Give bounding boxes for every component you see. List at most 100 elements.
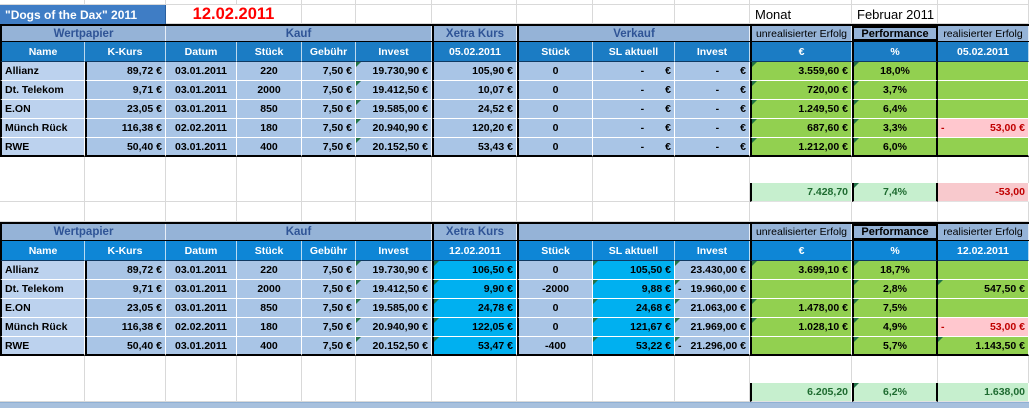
cell-t2-r3-stueck[interactable]: 850 bbox=[237, 299, 302, 318]
empty-cell-gebuehr[interactable] bbox=[302, 183, 356, 202]
header-vinvest-t1[interactable]: Invest bbox=[675, 42, 750, 62]
cell-t2-r1-pct[interactable]: 18,7% bbox=[852, 261, 938, 280]
cell-t1-r2-name[interactable]: Dt. Telekom bbox=[0, 81, 85, 100]
header-name-t1[interactable]: Name bbox=[0, 42, 85, 62]
cell-t2-r1-gebuehr[interactable]: 7,50 € bbox=[302, 261, 356, 280]
band-xetra-t1[interactable]: Xetra Kurs bbox=[432, 26, 517, 41]
cell-t1-r4-pct[interactable]: 3,3% bbox=[852, 119, 938, 138]
empty-cell-xetra[interactable] bbox=[432, 383, 517, 402]
cell-t2-r5-pct[interactable]: 5,7% bbox=[852, 337, 938, 356]
cell-t2-r2-xetra[interactable]: 9,90 € bbox=[432, 280, 517, 299]
empty-cell-sl[interactable] bbox=[593, 183, 675, 202]
cell-t2-r4-gebuehr[interactable]: 7,50 € bbox=[302, 318, 356, 337]
empty-cell-sl[interactable] bbox=[593, 383, 675, 402]
empty-cell-kkurs[interactable] bbox=[85, 202, 166, 222]
total-performance-t2[interactable]: 6,2% bbox=[852, 383, 938, 402]
cell-t1-r5-invest[interactable]: 20.152,50 € bbox=[356, 138, 432, 157]
empty-cell-datum[interactable] bbox=[166, 383, 237, 402]
empty-cell-invest[interactable] bbox=[356, 5, 432, 24]
empty-cell-xetra[interactable] bbox=[432, 183, 517, 202]
empty-cell-stueck[interactable] bbox=[237, 202, 302, 222]
cell-t1-r5-vinvest[interactable]: - € bbox=[675, 138, 750, 157]
band-performance-t1[interactable]: Performance bbox=[852, 26, 938, 41]
cell-t2-r3-xetra[interactable]: 24,78 € bbox=[432, 299, 517, 318]
empty-cell-vinvest[interactable] bbox=[675, 157, 750, 183]
cell-t1-r3-vinvest[interactable]: - € bbox=[675, 100, 750, 119]
cell-t2-r3-name[interactable]: E.ON bbox=[0, 299, 85, 318]
empty-cell-vstueck[interactable] bbox=[517, 383, 593, 402]
empty-cell-eur[interactable] bbox=[750, 356, 852, 383]
header-kkurs-t1[interactable]: K-Kurs bbox=[85, 42, 166, 62]
header-real-t1[interactable]: 05.02.2011 bbox=[938, 42, 1029, 62]
empty-cell-real[interactable] bbox=[938, 202, 1029, 222]
header-real-t2[interactable]: 12.02.2011 bbox=[938, 241, 1029, 261]
band-kauf-t2[interactable]: Kauf bbox=[166, 224, 432, 240]
empty-cell-invest[interactable] bbox=[356, 183, 432, 202]
cell-t2-r3-eur[interactable]: 1.478,00 € bbox=[750, 299, 852, 318]
cell-t2-r5-real[interactable]: 1.143,50 € bbox=[938, 337, 1029, 356]
cell-t2-r5-vstueck[interactable]: -400 bbox=[517, 337, 593, 356]
cell-t1-r1-sl[interactable]: - € bbox=[593, 62, 675, 81]
header-pct-t2[interactable]: % bbox=[852, 241, 938, 261]
cell-t1-r1-pct[interactable]: 18,0% bbox=[852, 62, 938, 81]
month-value-cell[interactable]: Februar 2011 bbox=[852, 5, 938, 24]
empty-cell-vstueck[interactable] bbox=[517, 183, 593, 202]
cell-t1-r4-datum[interactable]: 02.02.2011 bbox=[166, 119, 237, 138]
cell-t2-r5-kkurs[interactable]: 50,40 € bbox=[85, 337, 166, 356]
empty-cell-sl[interactable] bbox=[593, 0, 675, 5]
empty-cell-gebuehr[interactable] bbox=[302, 202, 356, 222]
empty-cell-name[interactable] bbox=[0, 0, 85, 5]
empty-cell-vstueck[interactable] bbox=[517, 202, 593, 222]
empty-cell-vstueck[interactable] bbox=[517, 157, 593, 183]
empty-cell-eur[interactable] bbox=[750, 0, 852, 5]
empty-cell-xetra[interactable] bbox=[432, 5, 517, 24]
empty-cell-datum[interactable] bbox=[166, 183, 237, 202]
header-xetra-t1[interactable]: 05.02.2011 bbox=[432, 42, 517, 62]
report-date-cell[interactable]: 12.02.2011 bbox=[166, 5, 302, 24]
cell-t1-r4-xetra[interactable]: 120,20 € bbox=[432, 119, 517, 138]
cell-t1-r1-name[interactable]: Allianz bbox=[0, 62, 85, 81]
cell-t2-r2-vinvest[interactable]: -19.960,00 € bbox=[675, 280, 750, 299]
empty-cell-kkurs[interactable] bbox=[85, 183, 166, 202]
cell-t2-r5-vinvest[interactable]: -21.296,00 € bbox=[675, 337, 750, 356]
cell-t1-r2-datum[interactable]: 03.01.2011 bbox=[166, 81, 237, 100]
cell-t1-r3-pct[interactable]: 6,4% bbox=[852, 100, 938, 119]
empty-cell-pct[interactable] bbox=[852, 0, 938, 5]
cell-t1-r4-vinvest[interactable]: - € bbox=[675, 119, 750, 138]
cell-t1-r4-invest[interactable]: 20.940,90 € bbox=[356, 119, 432, 138]
empty-cell-invest[interactable] bbox=[356, 202, 432, 222]
cell-t1-r2-xetra[interactable]: 10,07 € bbox=[432, 81, 517, 100]
cell-t2-r3-real[interactable] bbox=[938, 299, 1029, 318]
empty-cell-gebuehr[interactable] bbox=[302, 383, 356, 402]
empty-cell-pct[interactable] bbox=[852, 202, 938, 222]
empty-cell-kkurs[interactable] bbox=[85, 356, 166, 383]
cell-t2-r4-xetra[interactable]: 122,05 € bbox=[432, 318, 517, 337]
empty-cell-name[interactable] bbox=[0, 183, 85, 202]
empty-cell-xetra[interactable] bbox=[432, 0, 517, 5]
header-datum-t1[interactable]: Datum bbox=[166, 42, 237, 62]
header-sl-t1[interactable]: SL aktuell bbox=[593, 42, 675, 62]
empty-cell-xetra[interactable] bbox=[432, 157, 517, 183]
cell-t1-r1-kkurs[interactable]: 89,72 € bbox=[85, 62, 166, 81]
empty-cell-xetra[interactable] bbox=[432, 356, 517, 383]
cell-t2-r5-eur[interactable] bbox=[750, 337, 852, 356]
total-unrealised-t2[interactable]: 6.205,20 bbox=[750, 383, 852, 402]
cell-t1-r2-sl[interactable]: - € bbox=[593, 81, 675, 100]
empty-cell-vinvest[interactable] bbox=[675, 0, 750, 5]
cell-t2-r5-datum[interactable]: 03.01.2011 bbox=[166, 337, 237, 356]
cell-t2-r5-sl[interactable]: 53,22 € bbox=[593, 337, 675, 356]
total-performance-t1[interactable]: 7,4% bbox=[852, 183, 938, 202]
cell-t1-r5-vstueck[interactable]: 0 bbox=[517, 138, 593, 157]
cell-t2-r2-invest[interactable]: 19.412,50 € bbox=[356, 280, 432, 299]
cell-t1-r3-stueck[interactable]: 850 bbox=[237, 100, 302, 119]
cell-t1-r3-eur[interactable]: 1.249,50 € bbox=[750, 100, 852, 119]
cell-t1-r1-eur[interactable]: 3.559,60 € bbox=[750, 62, 852, 81]
cell-t2-r3-gebuehr[interactable]: 7,50 € bbox=[302, 299, 356, 318]
monat-label-cell[interactable]: Monat bbox=[750, 5, 852, 24]
cell-t2-r4-datum[interactable]: 02.02.2011 bbox=[166, 318, 237, 337]
cell-t1-r2-invest[interactable]: 19.412,50 € bbox=[356, 81, 432, 100]
cell-t1-r5-xetra[interactable]: 53,43 € bbox=[432, 138, 517, 157]
empty-cell-stueck[interactable] bbox=[237, 0, 302, 5]
cell-t1-r1-gebuehr[interactable]: 7,50 € bbox=[302, 62, 356, 81]
cell-t1-r4-stueck[interactable]: 180 bbox=[237, 119, 302, 138]
